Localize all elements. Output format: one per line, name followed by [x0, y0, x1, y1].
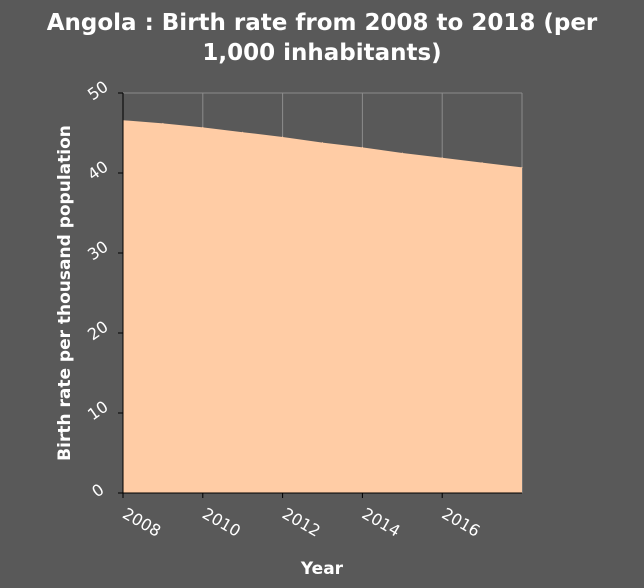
chart-title-line-2: 1,000 inhabitants) [202, 40, 441, 66]
data-point-2011 [242, 131, 244, 133]
data-point-2018 [521, 166, 523, 168]
data-point-2016 [441, 157, 443, 159]
y-axis-label: Birth rate per thousand population [55, 125, 75, 461]
y-tick-label-3: 30 [84, 237, 112, 264]
y-tick-label-5: 50 [84, 77, 112, 104]
x-tick-label-2: 2012 [279, 504, 324, 541]
chart-title-line-1: Angola : Birth rate from 2008 to 2018 (p… [47, 10, 598, 36]
y-tick-label-4: 40 [84, 157, 112, 184]
x-tick-label-0: 2008 [119, 504, 164, 541]
data-point-2013 [322, 142, 323, 144]
area-series [123, 120, 522, 493]
data-point-2010 [202, 126, 204, 128]
x-tick-label-1: 2010 [199, 504, 244, 541]
data-point-2014 [361, 146, 363, 148]
x-tick-label-3: 2014 [359, 504, 404, 541]
y-tick-label-2: 20 [84, 317, 112, 344]
x-axis-label: Year [300, 559, 344, 579]
plot-area: 0 10 20 30 40 50 2008 2010 2012 2014 2016 [84, 77, 523, 541]
data-point-2015 [401, 152, 403, 154]
data-point-2009 [162, 122, 164, 124]
data-point-2017 [481, 162, 483, 164]
data-point-2012 [282, 136, 284, 138]
x-tick-label-4: 2016 [439, 504, 484, 541]
y-tick-label-0: 0 [88, 480, 107, 501]
y-tick-label-1: 10 [84, 397, 112, 424]
